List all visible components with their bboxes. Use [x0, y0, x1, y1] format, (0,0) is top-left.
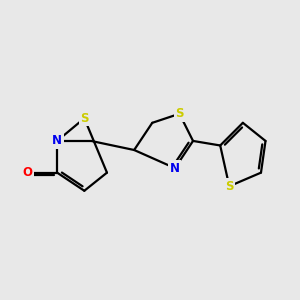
Text: S: S	[225, 180, 233, 193]
Text: S: S	[175, 107, 184, 120]
Text: N: N	[52, 134, 62, 147]
Text: O: O	[23, 166, 33, 179]
Text: N: N	[170, 162, 180, 175]
Text: O: O	[23, 166, 33, 179]
Text: S: S	[80, 112, 88, 125]
